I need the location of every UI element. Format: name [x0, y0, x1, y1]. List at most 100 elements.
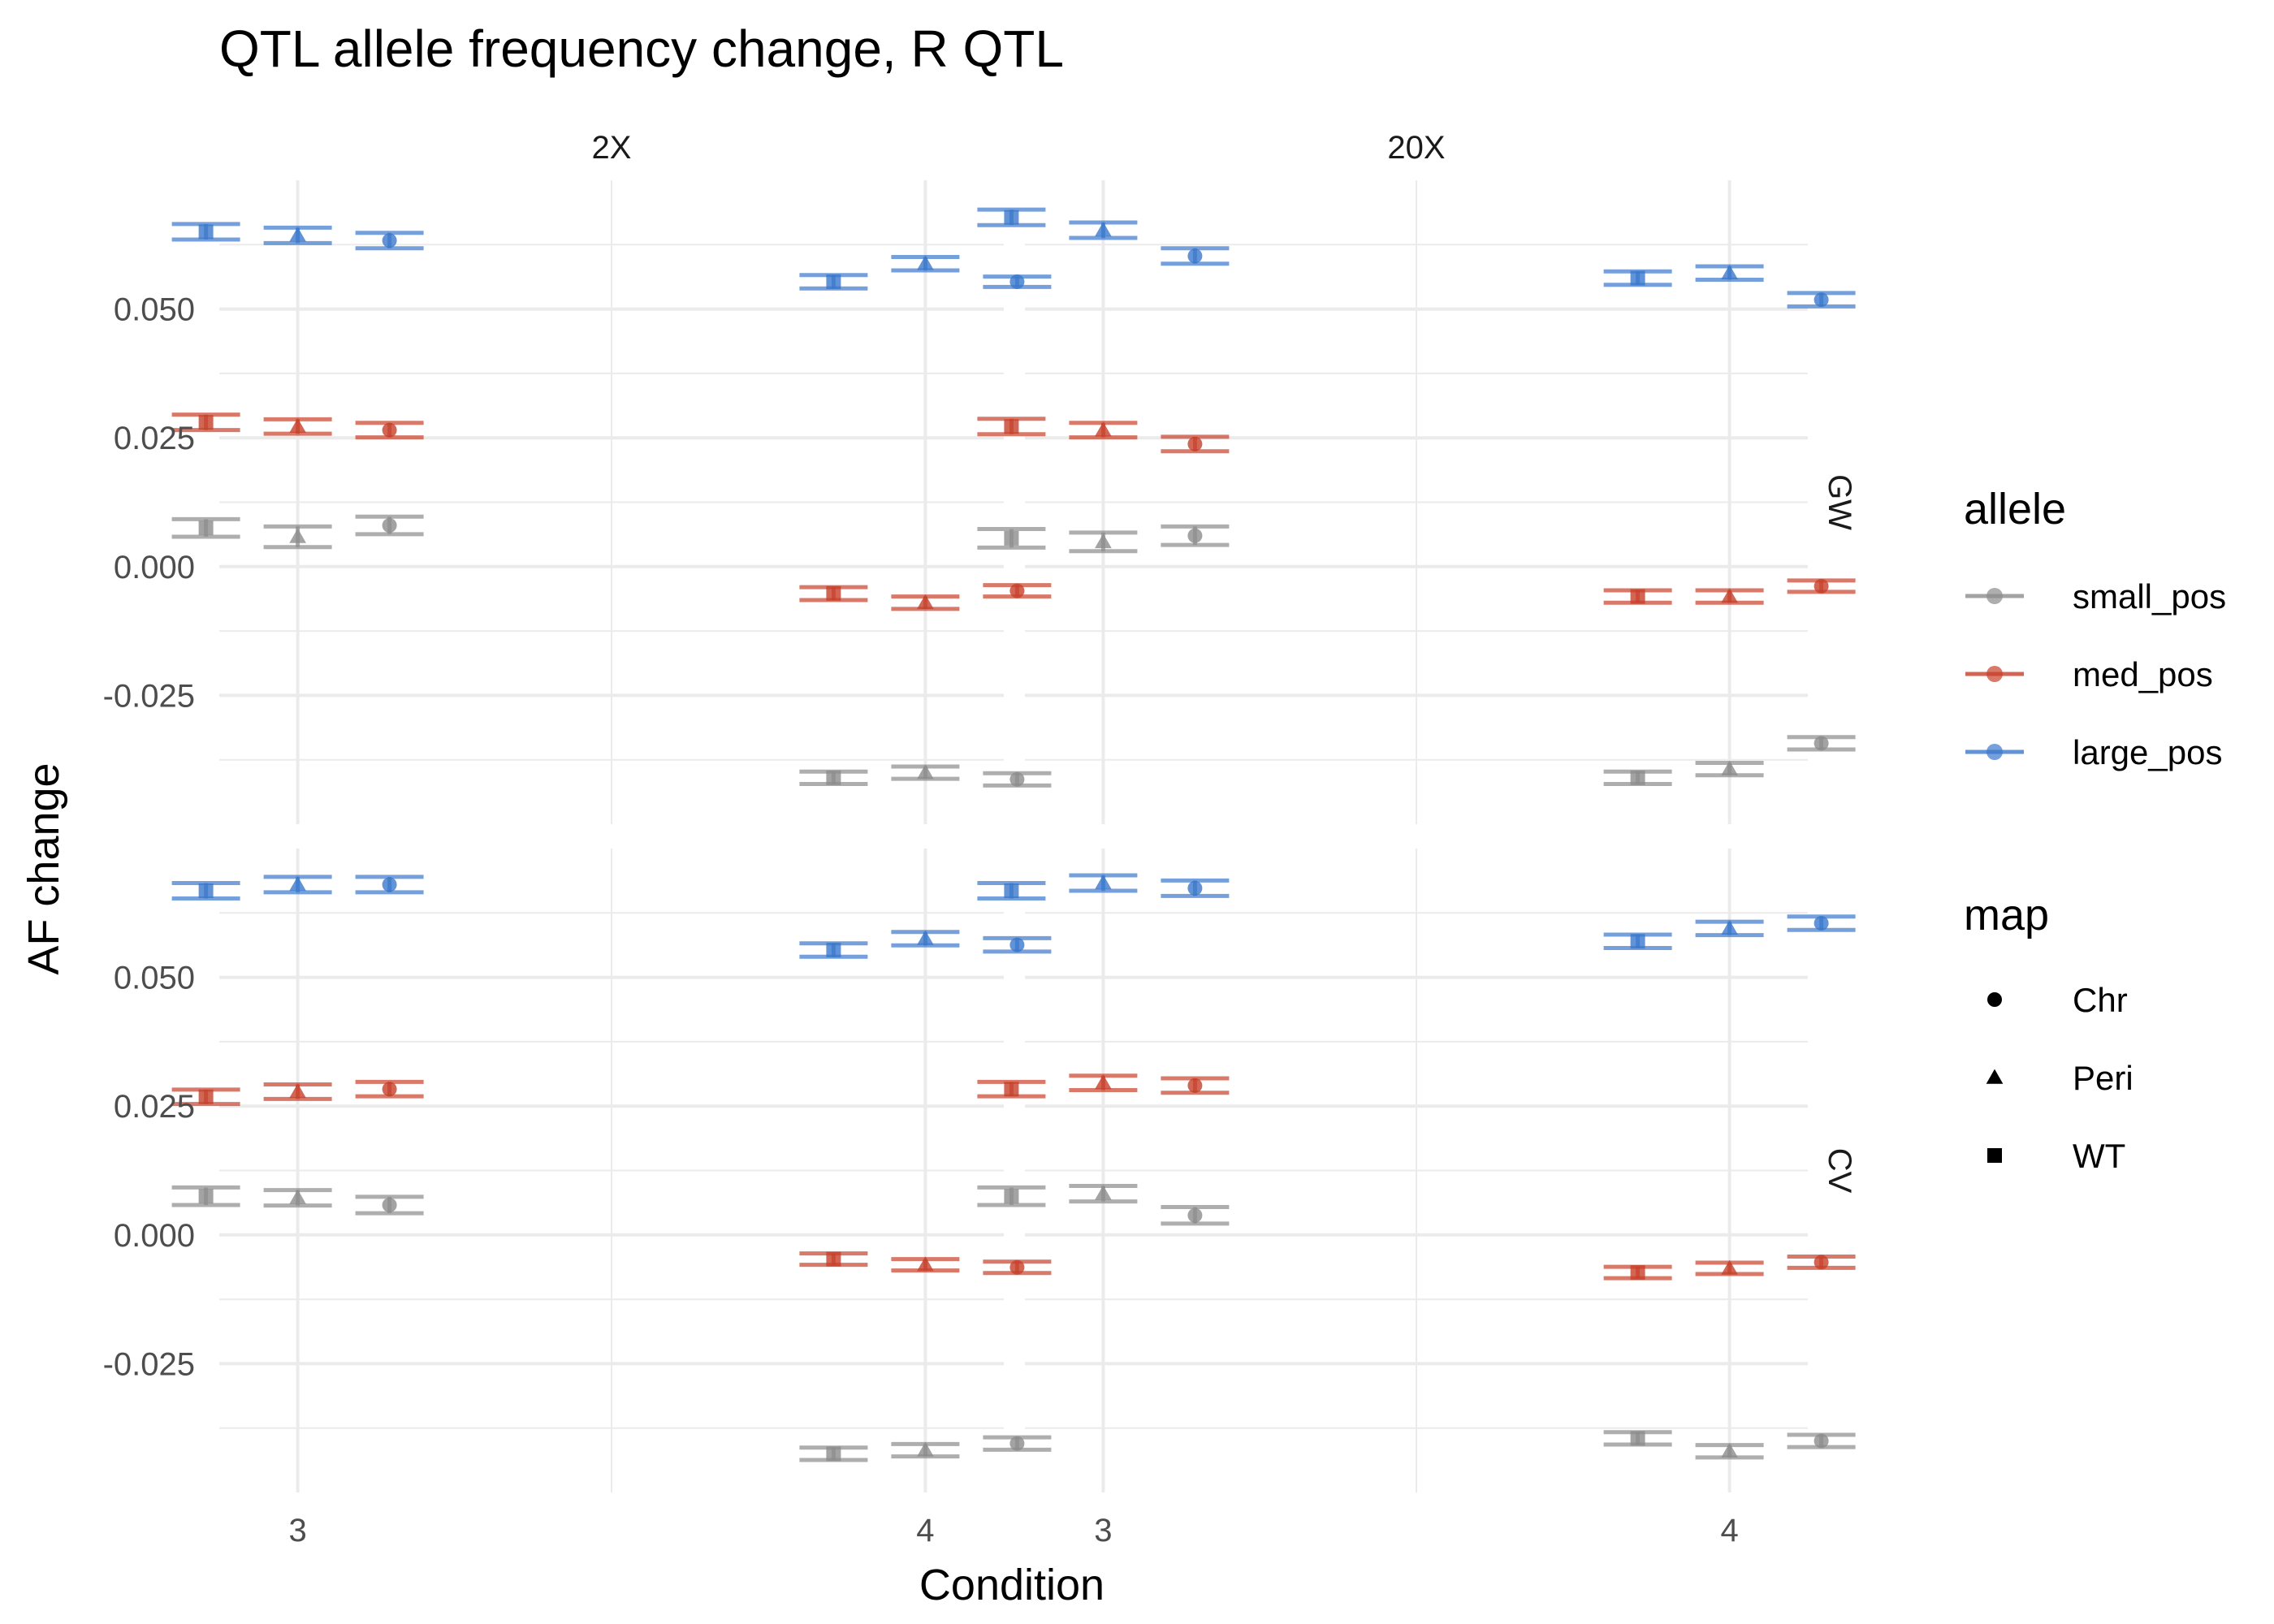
- data-point-large_pos-chr: [1787, 291, 1856, 309]
- point-marker: [1721, 588, 1738, 603]
- point-marker: [826, 1251, 841, 1267]
- point-marker: [198, 1189, 214, 1204]
- x-axis-title: Condition: [919, 1561, 1105, 1609]
- point-marker: [289, 1189, 306, 1204]
- point-marker: [198, 883, 214, 899]
- point-marker: [382, 233, 397, 248]
- data-point-med_pos-wt: [1603, 1264, 1672, 1281]
- data-point-small_pos-chr: [1161, 1205, 1230, 1226]
- data-point-large_pos-peri: [1695, 919, 1764, 938]
- x-tick-label: 4: [916, 1513, 934, 1548]
- data-point-small_pos-wt: [799, 769, 868, 787]
- point-marker: [826, 585, 841, 601]
- legend-entry-large_pos: large_pos: [1965, 733, 2222, 771]
- data-point-small_pos-peri: [263, 1188, 332, 1208]
- point-marker: [1187, 1078, 1203, 1093]
- data-point-small_pos-peri: [263, 524, 332, 550]
- data-point-med_pos-peri: [1069, 421, 1138, 440]
- y-tick-label: 0.000: [114, 550, 195, 585]
- data-point-med_pos-chr: [983, 583, 1052, 599]
- legend-key-dot: [1987, 666, 2003, 682]
- point-marker: [1187, 1207, 1203, 1223]
- data-point-small_pos-wt: [171, 516, 240, 539]
- point-marker: [917, 764, 934, 780]
- point-marker: [826, 770, 841, 785]
- y-axis-title: AF change: [19, 762, 68, 974]
- facet-strip-col: 20X: [1387, 130, 1445, 166]
- point-marker: [1095, 1185, 1112, 1200]
- data-point-med_pos-peri: [891, 594, 960, 611]
- data-point-large_pos-chr: [983, 274, 1052, 289]
- point-marker: [1814, 578, 1829, 594]
- data-point-med_pos-wt: [977, 417, 1046, 437]
- data-point-small_pos-wt: [977, 1185, 1046, 1207]
- data-point-med_pos-wt: [1603, 588, 1672, 605]
- point-marker: [1630, 770, 1645, 785]
- legend-key-triangle: [1986, 1069, 2004, 1084]
- point-marker: [917, 594, 934, 609]
- data-point-med_pos-chr: [983, 1259, 1052, 1276]
- data-point-large_pos-chr: [1787, 914, 1856, 932]
- data-point-large_pos-peri: [1069, 220, 1138, 240]
- data-point-large_pos-chr: [355, 875, 424, 895]
- point-marker: [1009, 1259, 1025, 1275]
- legend-label: med_pos: [2073, 655, 2213, 693]
- data-point-large_pos-peri: [1069, 873, 1138, 893]
- point-marker: [1009, 771, 1025, 787]
- point-marker: [1721, 1442, 1738, 1458]
- point-marker: [1095, 222, 1112, 237]
- data-point-small_pos-chr: [355, 514, 424, 537]
- point-marker: [1814, 736, 1829, 751]
- panel-cv-20x: [977, 849, 1856, 1492]
- data-point-med_pos-chr: [1161, 1076, 1230, 1095]
- data-point-med_pos-wt: [171, 1087, 240, 1107]
- point-marker: [289, 417, 306, 434]
- legend-entry-med_pos: med_pos: [1965, 655, 2213, 693]
- point-marker: [1095, 1074, 1112, 1090]
- y-tick-label: 0.025: [114, 1089, 195, 1125]
- data-point-large_pos-chr: [1161, 878, 1230, 898]
- data-point-med_pos-peri: [1069, 1073, 1138, 1093]
- legend-title-map: map: [1964, 891, 2049, 939]
- data-point-small_pos-wt: [799, 1445, 868, 1462]
- point-marker: [1721, 919, 1738, 935]
- legend-entry-peri: Peri: [1986, 1059, 2133, 1097]
- point-marker: [1009, 274, 1025, 289]
- data-point-small_pos-peri: [1695, 1442, 1764, 1460]
- data-point-small_pos-wt: [1603, 769, 1672, 787]
- x-tick-label: 3: [288, 1513, 306, 1548]
- point-marker: [1009, 937, 1025, 952]
- data-point-med_pos-chr: [1787, 1254, 1856, 1270]
- point-marker: [1630, 589, 1645, 604]
- y-axis-ticks: -0.025 0.000 0.025 0.050 -0.025 0.000 0.025 0.0…: [103, 292, 195, 1383]
- legend-title-allele: allele: [1964, 485, 2066, 533]
- point-marker: [1009, 583, 1025, 598]
- data-point-med_pos-peri: [1695, 1259, 1764, 1276]
- data-point-small_pos-chr: [983, 771, 1052, 788]
- data-point-large_pos-peri: [1695, 264, 1764, 282]
- point-marker: [1095, 533, 1112, 549]
- data-point-large_pos-wt: [1603, 932, 1672, 950]
- data-point-med_pos-wt: [977, 1079, 1046, 1099]
- data-point-small_pos-peri: [1695, 760, 1764, 778]
- point-marker: [382, 877, 397, 892]
- data-point-large_pos-wt: [1603, 269, 1672, 287]
- point-marker: [917, 1256, 934, 1272]
- point-marker: [382, 1198, 397, 1213]
- data-point-large_pos-chr: [983, 935, 1052, 954]
- point-marker: [826, 1446, 841, 1462]
- data-point-small_pos-chr: [1161, 524, 1230, 547]
- panel-gw-20x: [977, 180, 1856, 824]
- point-marker: [289, 528, 306, 543]
- point-marker: [1814, 1255, 1829, 1270]
- data-point-med_pos-peri: [263, 417, 332, 436]
- point-marker: [1004, 1082, 1019, 1097]
- data-point-small_pos-wt: [171, 1185, 240, 1207]
- x-axis-ticks: 3 4 3 4: [288, 1513, 1738, 1548]
- data-point-small_pos-peri: [891, 764, 960, 781]
- legend-label: Peri: [2073, 1059, 2133, 1097]
- y-tick-label: -0.025: [103, 678, 195, 714]
- data-point-large_pos-chr: [355, 231, 424, 251]
- data-point-large_pos-wt: [171, 881, 240, 901]
